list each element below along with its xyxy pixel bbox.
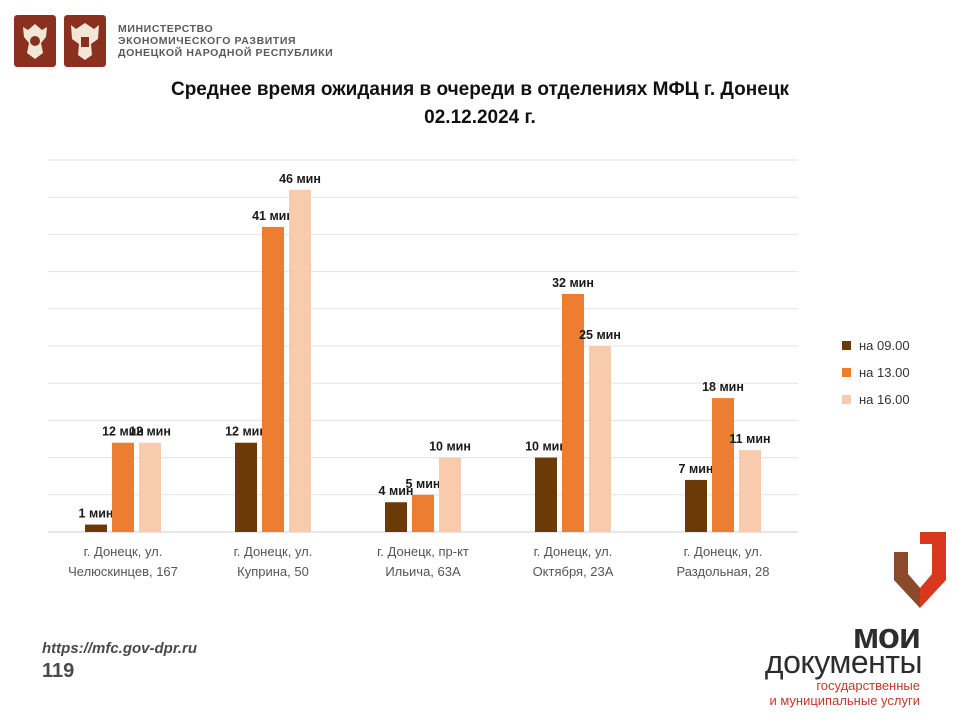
bar xyxy=(535,457,557,532)
bar xyxy=(85,524,107,532)
ministry-name: МИНИСТЕРСТВО ЭКОНОМИЧЕСКОГО РАЗВИТИЯ ДОН… xyxy=(118,23,333,59)
data-label: 12 мин xyxy=(225,425,267,439)
chart-title-line-2: 02.12.2024 г. xyxy=(424,107,536,128)
moi-dokumenty-logo-icon xyxy=(894,532,946,608)
bar xyxy=(412,494,434,532)
coat-of-arms-icon xyxy=(14,15,56,67)
bar xyxy=(562,293,584,532)
bar xyxy=(262,226,284,532)
x-tick-label: Ильича, 63А xyxy=(385,564,461,579)
brand-line-2: документы xyxy=(764,644,923,680)
data-label: 7 мин xyxy=(679,462,714,476)
data-label: 11 мин xyxy=(729,432,770,446)
x-tick-label: Октября, 23А xyxy=(533,564,614,579)
data-label: 5 мин xyxy=(406,477,441,491)
ministry-line-3: ДОНЕЦКОЙ НАРОДНОЙ РЕСПУБЛИКИ xyxy=(118,47,334,59)
legend-item: на 09.00 xyxy=(842,332,910,359)
footer-url[interactable]: https://mfc.gov-dpr.ru xyxy=(42,640,197,657)
data-label: 25 мин xyxy=(579,328,621,342)
bar xyxy=(589,346,611,532)
chart-title-line-1: Среднее время ожидания в очереди в отдел… xyxy=(170,79,790,100)
bar xyxy=(685,479,707,532)
data-label: 12 мин xyxy=(129,425,171,439)
ministry-line-2: ЭКОНОМИЧЕСКОГО РАЗВИТИЯ xyxy=(118,35,297,47)
data-label: 18 мин xyxy=(702,380,744,394)
data-label: 4 мин xyxy=(379,484,414,498)
chart-title: Среднее время ожидания в очереди в отдел… xyxy=(0,76,960,132)
header: МИНИСТЕРСТВО ЭКОНОМИЧЕСКОГО РАЗВИТИЯ ДОН… xyxy=(14,14,333,68)
x-tick-label: Раздольная, 28 xyxy=(676,564,769,579)
legend-label: на 16.00 xyxy=(859,392,910,407)
bar xyxy=(739,450,761,532)
bar xyxy=(235,442,257,532)
legend-label: на 09.00 xyxy=(859,338,910,353)
x-tick-label: г. Донецк, ул. xyxy=(84,544,163,559)
brand-subtitle: государственные и муниципальные услуги xyxy=(769,678,920,708)
page-number: 119 xyxy=(42,660,75,682)
legend-swatch xyxy=(842,368,851,377)
chart-legend: на 09.00 на 13.00 на 16.00 xyxy=(842,332,910,413)
x-tick-label: г. Донецк, пр-кт xyxy=(377,544,469,559)
x-tick-label: Челюскинцев, 167 xyxy=(68,564,178,579)
brand-logo: мои документы государственные и муниципа… xyxy=(720,530,946,710)
bar xyxy=(139,442,161,532)
x-tick-label: г. Донецк, ул. xyxy=(534,544,613,559)
legend-item: на 16.00 xyxy=(842,386,910,413)
bar xyxy=(439,457,461,532)
brand-subtitle-line-1: государственные xyxy=(816,678,920,693)
x-tick-label: Куприна, 50 xyxy=(237,564,309,579)
ministry-emblem-icon xyxy=(64,15,106,67)
bar xyxy=(385,502,407,532)
legend-swatch xyxy=(842,341,851,350)
bar xyxy=(289,189,311,532)
data-label: 32 мин xyxy=(552,276,594,290)
bar xyxy=(112,442,134,532)
data-label: 41 мин xyxy=(252,209,294,223)
legend-label: на 13.00 xyxy=(859,365,910,380)
x-tick-label: г. Донецк, ул. xyxy=(234,544,313,559)
data-label: 10 мин xyxy=(525,440,567,454)
ministry-line-1: МИНИСТЕРСТВО xyxy=(118,23,214,35)
brand-line-1: мои xyxy=(852,615,921,656)
data-label: 10 мин xyxy=(429,440,471,454)
bar xyxy=(712,398,734,532)
x-tick-label: г. Донецк, ул. xyxy=(684,544,763,559)
data-label: 12 мин xyxy=(102,425,144,439)
brand-subtitle-line-2: и муниципальные услуги xyxy=(769,693,920,708)
data-label: 1 мин xyxy=(79,507,114,521)
legend-swatch xyxy=(842,395,851,404)
data-label: 46 мин xyxy=(279,172,321,186)
legend-item: на 13.00 xyxy=(842,359,910,386)
